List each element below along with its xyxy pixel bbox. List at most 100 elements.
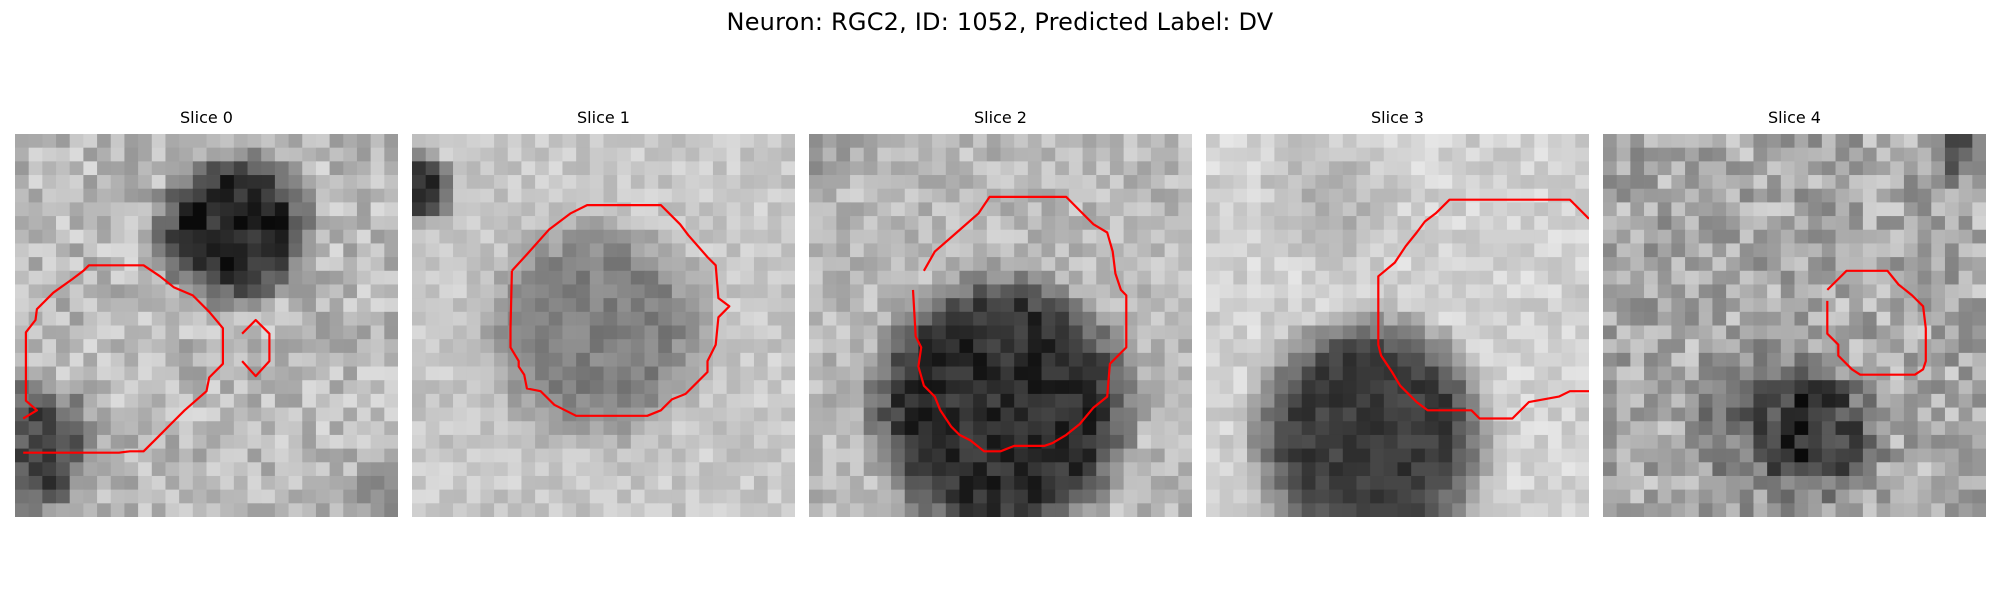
image-pixel [1109, 229, 1125, 244]
image-pixel [124, 284, 139, 299]
image-pixel [973, 503, 988, 517]
image-pixel [480, 407, 495, 422]
image-pixel [1767, 339, 1782, 354]
image-pixel [658, 161, 673, 176]
image-pixel [685, 270, 700, 285]
image-pixel [1082, 270, 1097, 285]
image-pixel [850, 161, 865, 176]
image-pixel [179, 298, 194, 313]
image-pixel [480, 339, 495, 354]
image-pixel [671, 134, 686, 149]
image-pixel [1685, 366, 1700, 381]
image-pixel [1137, 284, 1152, 299]
image-pixel [1247, 462, 1262, 477]
image-pixel [1164, 161, 1179, 176]
image-pixel [1630, 489, 1645, 504]
image-pixel [315, 448, 331, 463]
figure-title: Neuron: RGC2, ID: 1052, Predicted Label:… [726, 8, 1274, 36]
image-pixel [1616, 503, 1631, 517]
image-pixel [1383, 462, 1398, 477]
image-pixel [1452, 325, 1467, 340]
image-pixel [1794, 503, 1809, 517]
image-pixel [274, 257, 289, 272]
image-pixel [850, 421, 865, 436]
image-pixel [1055, 325, 1070, 340]
image-pixel [1027, 489, 1042, 504]
image-pixel [288, 257, 303, 272]
image-pixel [192, 257, 207, 272]
image-pixel [329, 421, 344, 436]
image-pixel [809, 393, 824, 408]
image-pixel [576, 298, 591, 313]
image-pixel [274, 434, 289, 450]
image-pixel [850, 339, 865, 354]
image-pixel [1219, 188, 1234, 203]
image-pixel [302, 339, 317, 354]
image-pixel [274, 311, 289, 326]
image-pixel [1808, 175, 1823, 190]
image-pixel [220, 448, 235, 463]
image-pixel [42, 161, 57, 176]
image-pixel [1534, 311, 1549, 326]
image-pixel [1972, 434, 1986, 450]
image-pixel [1561, 216, 1576, 231]
image-pixel [439, 462, 454, 477]
image-pixel [671, 475, 686, 491]
image-pixel [877, 448, 892, 463]
image-pixel [288, 243, 303, 258]
image-pixel [1698, 489, 1713, 504]
image-pixel [124, 311, 139, 326]
image-pixel [466, 175, 481, 190]
image-pixel [1260, 434, 1275, 450]
image-pixel [1534, 462, 1549, 477]
image-pixel [1479, 243, 1494, 258]
image-pixel [1342, 188, 1357, 203]
image-pixel [261, 421, 276, 436]
image-pixel [576, 407, 591, 422]
image-pixel [836, 147, 851, 162]
image-pixel [1767, 188, 1782, 203]
image-pixel [945, 161, 960, 176]
image-pixel [97, 421, 112, 436]
image-pixel [644, 216, 659, 231]
image-pixel [1712, 147, 1727, 162]
image-pixel [1356, 503, 1371, 517]
image-pixel [877, 243, 892, 258]
image-pixel [1452, 202, 1467, 217]
image-pixel [425, 448, 440, 463]
image-pixel [1876, 161, 1891, 176]
image-pixel [1123, 380, 1138, 395]
image-pixel [1547, 311, 1563, 326]
image-pixel [1917, 325, 1932, 340]
image-pixel [809, 134, 824, 149]
image-pixel [1671, 325, 1686, 340]
image-pixel [1944, 489, 1960, 504]
image-pixel [1233, 448, 1248, 463]
image-pixel [1890, 243, 1905, 258]
image-pixel [124, 393, 139, 408]
image-pixel [302, 134, 317, 149]
image-pixel [699, 448, 714, 463]
image-pixel [1944, 188, 1960, 203]
image-pixel [220, 134, 235, 149]
image-pixel [192, 393, 207, 408]
image-pixel [261, 298, 276, 313]
image-pixel [329, 257, 344, 272]
image-pixel [220, 489, 235, 504]
image-pixel [507, 216, 522, 231]
image-pixel [69, 147, 84, 162]
image-pixel [453, 134, 468, 149]
image-pixel [671, 270, 686, 285]
image-pixel [891, 380, 906, 395]
image-pixel [356, 380, 372, 395]
image-pixel [288, 134, 303, 149]
image-pixel [1767, 393, 1782, 408]
image-pixel [1520, 298, 1535, 313]
image-pixel [1315, 325, 1330, 340]
image-pixel [302, 448, 317, 463]
image-pixel [453, 325, 468, 340]
image-pixel [1082, 284, 1097, 299]
image-pixel [1575, 216, 1589, 231]
image-pixel [562, 380, 577, 395]
image-pixel [576, 434, 591, 450]
